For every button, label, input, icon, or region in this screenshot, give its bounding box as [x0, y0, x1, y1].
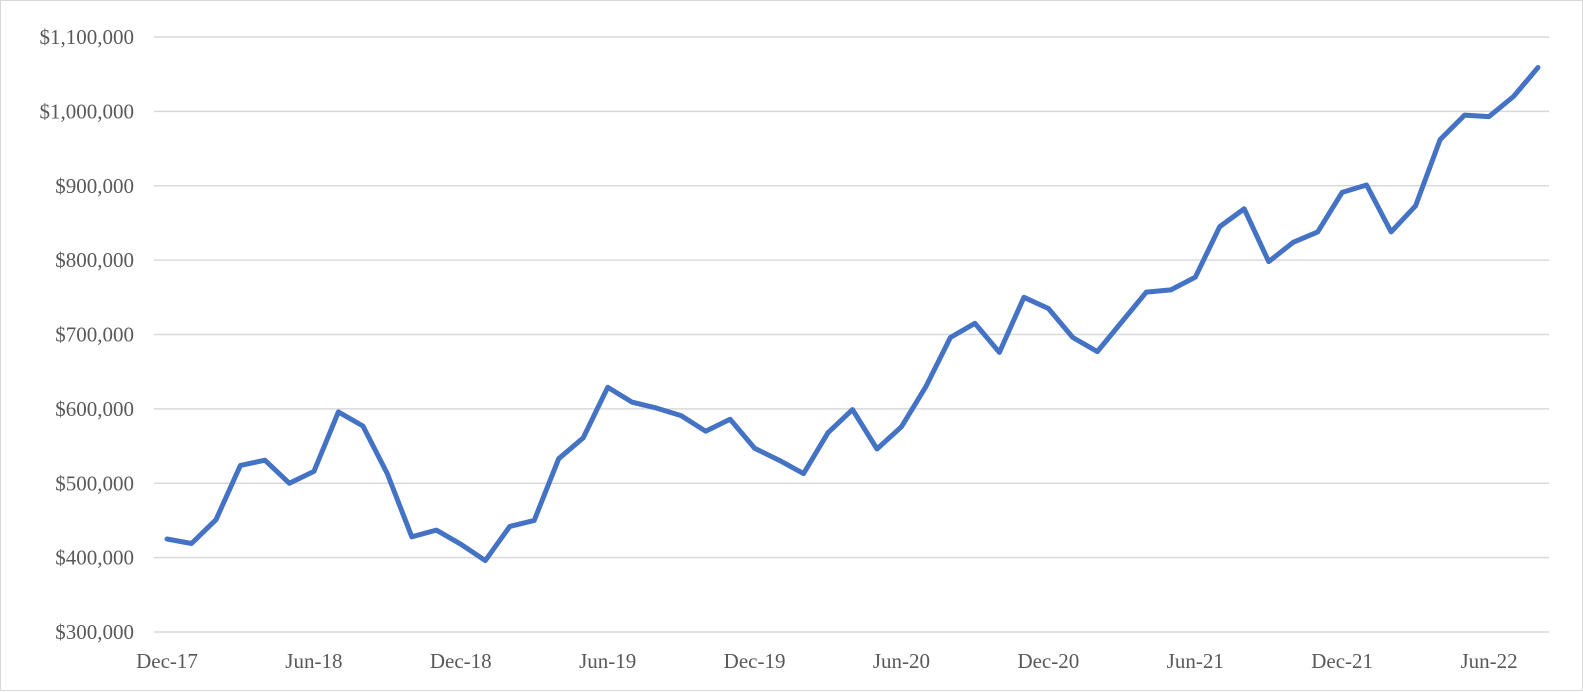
y-tick-label: $700,000 — [55, 323, 134, 347]
y-tick-label: $1,100,000 — [40, 25, 135, 49]
y-axis-tick-labels: $300,000 $400,000 $500,000 $600,000 $700,000… — [40, 25, 135, 644]
series-layer — [164, 65, 1541, 564]
x-tick-label: Dec-18 — [430, 649, 492, 673]
y-tick-label: $1,000,000 — [40, 99, 135, 123]
x-tick-label: Dec-19 — [724, 649, 786, 673]
x-tick-label: Jun-22 — [1460, 649, 1517, 673]
y-tick-label: $500,000 — [55, 471, 134, 495]
gridlines — [154, 36, 1549, 633]
y-tick-label: $900,000 — [55, 174, 134, 198]
x-tick-label: Jun-20 — [873, 649, 930, 673]
x-tick-label: Dec-20 — [1017, 649, 1079, 673]
x-tick-label: Jun-19 — [579, 649, 636, 673]
x-axis-tick-labels: Dec-17 Jun-18 Dec-18 Jun-19 Dec-19 Jun-20 Dec-… — [136, 649, 1518, 673]
y-tick-label: $400,000 — [55, 546, 134, 570]
y-tick-label: $600,000 — [55, 397, 134, 421]
y-tick-label: $800,000 — [55, 248, 134, 272]
x-tick-label: Jun-21 — [1167, 649, 1224, 673]
series-line — [164, 65, 1541, 564]
x-tick-label: Jun-18 — [285, 649, 342, 673]
x-tick-label: Dec-21 — [1311, 649, 1373, 673]
y-tick-label: $300,000 — [55, 620, 134, 644]
x-tick-label: Dec-17 — [136, 649, 198, 673]
